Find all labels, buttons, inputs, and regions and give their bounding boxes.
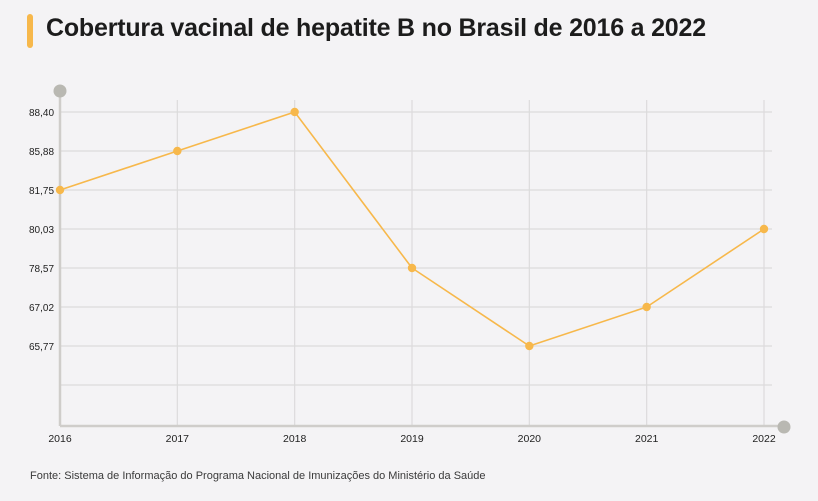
- x-tick-label: 2018: [283, 433, 307, 445]
- data-point: [525, 341, 534, 351]
- y-axis-tick-labels: 88,40 85,88 81,75 80,03 78,57 67,02 65,77: [29, 108, 54, 353]
- y-tick-label: 88,40: [29, 108, 54, 119]
- x-tick-label: 2016: [48, 433, 72, 445]
- data-point: [55, 185, 65, 195]
- data-point: [642, 302, 651, 312]
- x-tick-label: 2020: [518, 433, 542, 445]
- chart-grid: [60, 100, 772, 426]
- y-tick-label: 80,03: [29, 225, 54, 236]
- title-accent-bar: [27, 14, 33, 48]
- y-tick-label: 67,02: [29, 303, 54, 314]
- data-point: [173, 146, 182, 156]
- data-point: [407, 263, 417, 273]
- y-tick-label: 78,57: [29, 264, 54, 275]
- x-tick-label: 2017: [166, 433, 190, 445]
- y-tick-label: 65,77: [29, 342, 54, 353]
- x-tick-label: 2021: [635, 433, 659, 445]
- x-tick-label: 2022: [752, 433, 776, 445]
- x-axis-tick-labels: 2016 2017 2018 2019 2020 2021 2022: [48, 433, 776, 445]
- x-tick-label: 2019: [400, 433, 424, 445]
- x-axis-end-dot: [777, 420, 791, 434]
- y-tick-label: 81,75: [29, 186, 54, 197]
- data-point: [759, 224, 769, 234]
- chart-axes: [53, 84, 791, 434]
- y-tick-label: 85,88: [29, 147, 54, 158]
- source-note: Fonte: Sistema de Informação do Programa…: [30, 470, 486, 482]
- y-axis-end-dot: [53, 84, 67, 98]
- chart-title: Cobertura vacinal de hepatite B no Brasi…: [46, 14, 706, 42]
- data-point: [290, 107, 299, 117]
- data-series: [55, 107, 769, 351]
